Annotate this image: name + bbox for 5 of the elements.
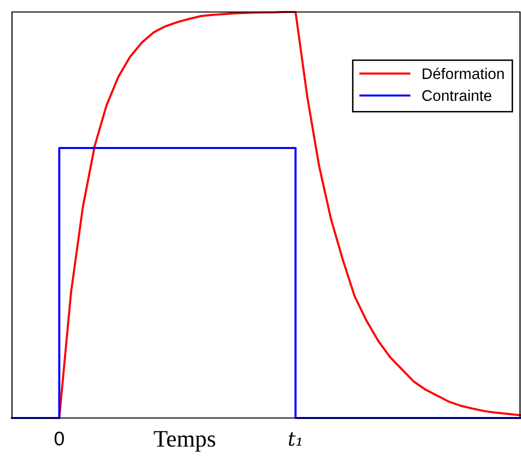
legend-label: Contrainte (422, 90, 492, 101)
x-tick-label: t₁ (288, 432, 302, 446)
x-tick-label: 0 (54, 432, 64, 446)
x-axis-title: Temps (154, 431, 216, 452)
legend-label: Déformation (422, 68, 504, 80)
